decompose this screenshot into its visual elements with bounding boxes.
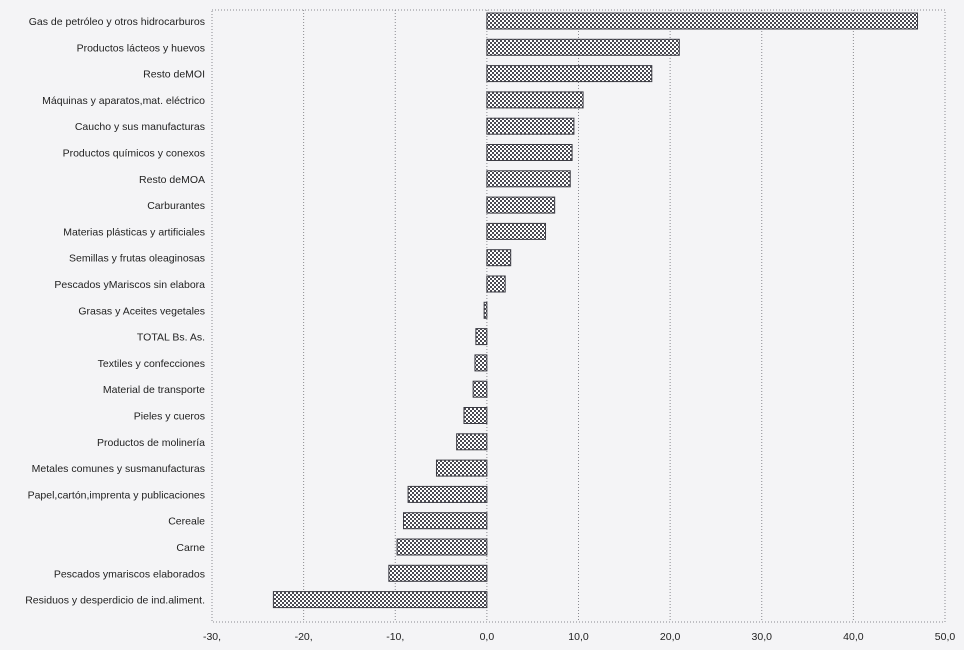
bar	[486, 12, 919, 30]
x-tick-label: -30,	[203, 631, 221, 643]
bar	[463, 407, 488, 424]
category-label: Productos químicos y conexos	[63, 148, 205, 160]
category-label: Textiles y confecciones	[98, 358, 205, 370]
bar	[435, 459, 488, 477]
bar	[486, 196, 556, 214]
bar	[486, 222, 547, 240]
bar	[486, 91, 584, 109]
x-tick-label: 40,0	[843, 631, 864, 643]
category-label: Pescados yMariscos sin elabora	[54, 279, 205, 291]
bar	[486, 170, 571, 188]
bar	[474, 354, 488, 372]
category-label: Carburantes	[147, 200, 205, 212]
bar	[475, 328, 488, 346]
bar	[396, 538, 488, 556]
x-tick-label: 50,0	[935, 631, 956, 643]
bar	[456, 433, 488, 451]
category-label: Papel,cartón,imprenta y publicaciones	[28, 489, 205, 501]
category-label: Carne	[176, 542, 205, 554]
bar	[483, 301, 488, 319]
bar	[486, 117, 575, 135]
category-labels: Gas de petróleo y otros hidrocarburos Pro…	[25, 16, 205, 607]
category-label: Materias plásticas y artificiales	[63, 226, 205, 238]
bar	[486, 275, 506, 293]
category-label: Semillas y frutas oleaginosas	[69, 253, 205, 265]
x-tick-label: 20,0	[660, 631, 681, 643]
category-label: Resto deMOI	[143, 69, 205, 81]
category-label: Pescados ymariscos elaborados	[54, 568, 205, 580]
category-label: TOTAL Bs. As.	[137, 332, 205, 344]
category-label: Caucho y sus manufacturas	[75, 121, 205, 133]
bar	[486, 249, 512, 267]
bar	[472, 380, 488, 398]
category-label: Máquinas y aparatos,mat. eléctrico	[42, 95, 205, 107]
bar-layer	[272, 12, 919, 609]
bar	[407, 485, 488, 503]
category-label: Productos lácteos y huevos	[77, 42, 205, 54]
bar	[486, 144, 573, 161]
category-label: Grasas y Aceites vegetales	[78, 305, 205, 317]
bar	[486, 38, 680, 56]
x-tick-label: 30,0	[752, 631, 773, 643]
x-axis-ticks: -30, -20, -10, 0,0 10,0 20,0 30,0 40,0 50,0	[203, 631, 955, 643]
category-label: Pieles y cueros	[134, 411, 205, 423]
category-label: Productos de molinería	[97, 437, 205, 449]
bar	[272, 591, 488, 609]
x-tick-label: -20,	[295, 631, 313, 643]
bar	[486, 65, 653, 83]
category-label: Cereale	[168, 516, 205, 528]
category-label: Material de transporte	[103, 384, 205, 396]
bar	[402, 512, 488, 530]
category-label: Metales comunes y susmanufacturas	[32, 463, 205, 475]
x-tick-label: -10,	[386, 631, 404, 643]
bar	[388, 564, 488, 582]
category-label: Residuos y desperdicio de ind.aliment.	[25, 595, 205, 607]
x-tick-label: 10,0	[568, 631, 589, 643]
x-tick-label: 0,0	[480, 631, 495, 643]
category-label: Gas de petróleo y otros hidrocarburos	[29, 16, 205, 28]
category-label: Resto deMOA	[139, 174, 205, 186]
